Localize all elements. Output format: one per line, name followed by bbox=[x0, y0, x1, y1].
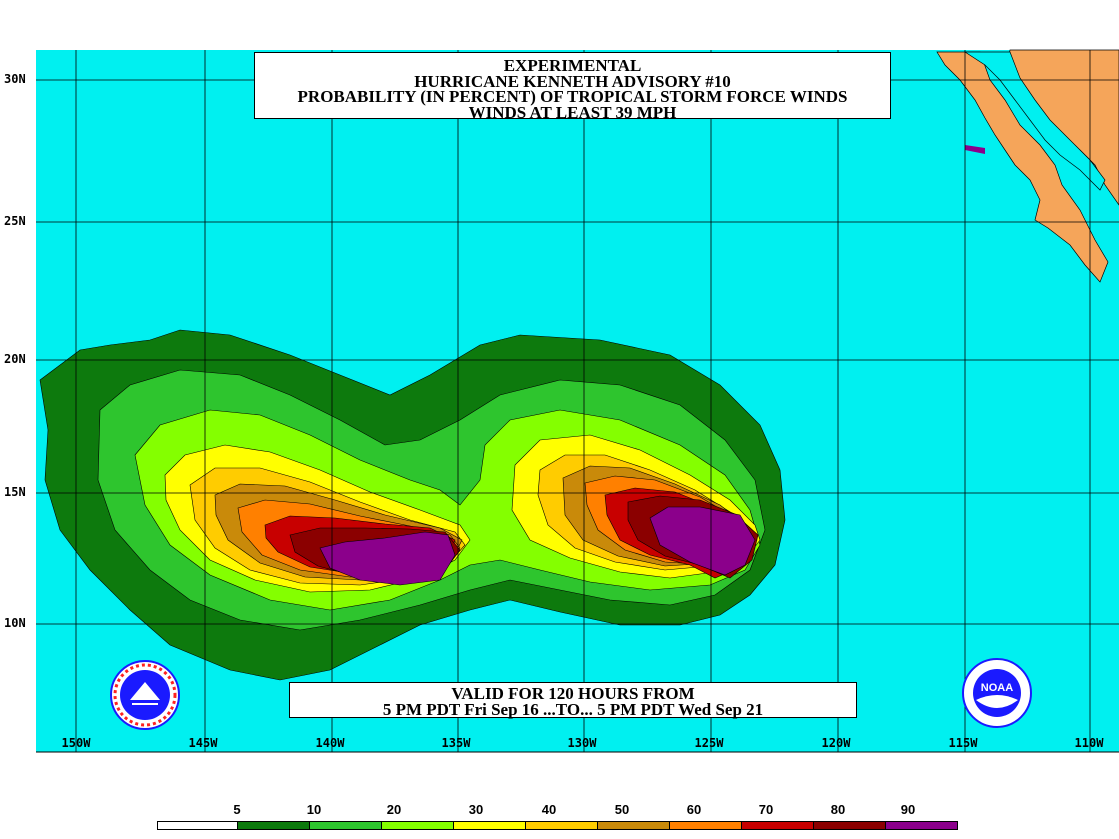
lon-label-110w: 110W bbox=[1074, 736, 1104, 750]
title-box: EXPERIMENTAL HURRICANE KENNETH ADVISORY … bbox=[254, 52, 891, 122]
legend-swatch-0 bbox=[157, 821, 238, 830]
legend-value-10: 10 bbox=[306, 802, 322, 817]
legend-swatch-10 bbox=[886, 821, 958, 830]
lon-label-150w: 150W bbox=[61, 736, 91, 750]
legend-swatch-3 bbox=[382, 821, 454, 830]
title-line-3: PROBABILITY (IN PERCENT) OF TROPICAL STO… bbox=[297, 87, 848, 106]
valid-period-box: VALID FOR 120 HOURS FROM 5 PM PDT Fri Se… bbox=[289, 682, 857, 718]
land-gulf bbox=[963, 51, 1106, 191]
land-baja bbox=[936, 51, 1109, 283]
legend-value-20: 20 bbox=[386, 802, 402, 817]
lat-label-15n: 15N bbox=[4, 485, 26, 499]
legend-value-80: 80 bbox=[830, 802, 846, 817]
legend-color-bar bbox=[157, 821, 958, 830]
valid-line-1: VALID FOR 120 HOURS FROM bbox=[451, 684, 695, 703]
graticule bbox=[36, 50, 1119, 752]
legend-swatch-2 bbox=[310, 821, 382, 830]
legend-swatch-4 bbox=[454, 821, 526, 830]
lat-label-20n: 20N bbox=[4, 352, 26, 366]
lat-label-30n: 30N bbox=[4, 72, 26, 86]
title-line-1: EXPERIMENTAL bbox=[503, 56, 642, 75]
legend-value-5: 5 bbox=[233, 802, 241, 817]
legend-swatch-5 bbox=[526, 821, 598, 830]
legend-value-30: 30 bbox=[468, 802, 484, 817]
nws-logo bbox=[110, 660, 180, 730]
noaa-logo-icon: NOAA bbox=[962, 658, 1032, 728]
noaa-logo-text: NOAA bbox=[981, 682, 1013, 694]
contour-90 bbox=[319, 531, 456, 586]
title-line-2: HURRICANE KENNETH ADVISORY #10 bbox=[414, 71, 731, 91]
lon-label-115w: 115W bbox=[948, 736, 978, 750]
lon-label-130w: 130W bbox=[567, 736, 597, 750]
noaa-logo: NOAA bbox=[962, 658, 1032, 728]
legend-value-60: 60 bbox=[686, 802, 702, 817]
legend-swatch-1 bbox=[238, 821, 310, 830]
lon-label-135w: 135W bbox=[441, 736, 471, 750]
lon-label-140w: 140W bbox=[315, 736, 345, 750]
lon-label-145w: 145W bbox=[188, 736, 218, 750]
contour-90-east bbox=[649, 506, 756, 576]
legend-value-90: 90 bbox=[900, 802, 916, 817]
valid-line-2: 5 PM PDT Fri Sep 16 ...TO... 5 PM PDT We… bbox=[382, 700, 764, 719]
legend-swatch-6 bbox=[598, 821, 670, 830]
lat-label-10n: 10N bbox=[4, 616, 26, 630]
lon-label-125w: 125W bbox=[694, 736, 724, 750]
legend-swatch-7 bbox=[670, 821, 742, 830]
title-line-4: WINDS AT LEAST 39 MPH bbox=[468, 102, 677, 122]
legend-value-50: 50 bbox=[614, 802, 630, 817]
lon-label-120w: 120W bbox=[821, 736, 851, 750]
land-arm bbox=[965, 145, 985, 154]
legend-swatch-9 bbox=[814, 821, 886, 830]
nws-logo-icon bbox=[110, 660, 180, 730]
legend-value-40: 40 bbox=[541, 802, 557, 817]
legend-swatch-8 bbox=[742, 821, 814, 830]
lat-label-25n: 25N bbox=[4, 214, 26, 228]
legend-value-70: 70 bbox=[758, 802, 774, 817]
